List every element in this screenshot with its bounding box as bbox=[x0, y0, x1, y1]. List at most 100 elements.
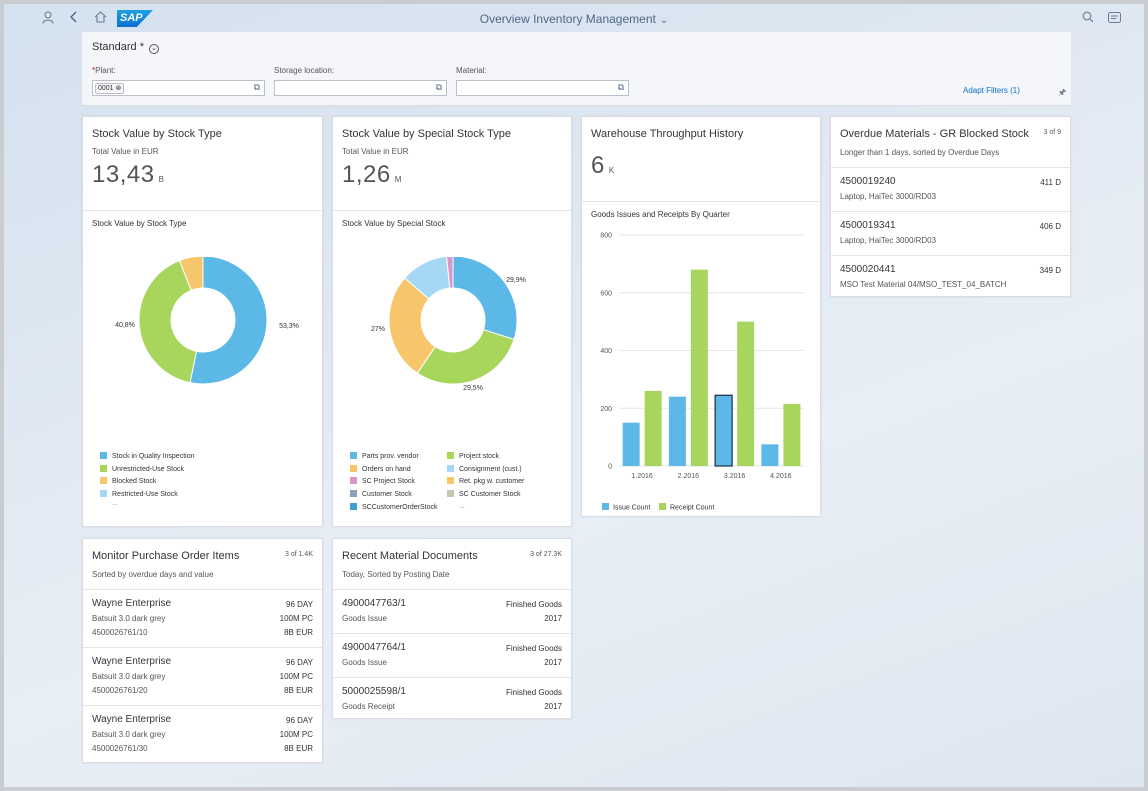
donut-slice[interactable] bbox=[446, 257, 454, 289]
po-number: 4500026761/10 bbox=[92, 628, 148, 637]
card-stock-value-by-special[interactable]: Stock Value by Special Stock Type Total … bbox=[332, 116, 572, 527]
list-item[interactable]: 4900047763/1 Finished Goods Goods Issue … bbox=[333, 589, 571, 633]
bar-chart-throughput[interactable]: 0 200 400 600 800 1.2016 2.2016 3.2016 4.2016 Iss… bbox=[582, 225, 821, 515]
legend-item[interactable]: Unrestricted-Use Stock bbox=[100, 464, 184, 473]
x-tick-label: 2.2016 bbox=[678, 473, 700, 480]
donut-slice[interactable] bbox=[404, 257, 451, 300]
document-category: Finished Goods bbox=[505, 644, 562, 653]
card-recent-material-documents[interactable]: Recent Material Documents 3 of 27.3K Tod… bbox=[332, 538, 572, 719]
divider bbox=[333, 210, 571, 211]
bar[interactable] bbox=[622, 422, 640, 466]
material-doc-id: 4500019240 bbox=[840, 176, 896, 187]
material-name: Batsuit 3.0 dark grey bbox=[92, 614, 166, 623]
search-icon[interactable] bbox=[1080, 11, 1096, 27]
legend-item[interactable]: Parts prov. vendor bbox=[350, 452, 419, 460]
donut-slice[interactable] bbox=[388, 277, 436, 374]
legend-label[interactable]: Issue Count bbox=[613, 505, 650, 512]
legend-item[interactable]: Project stock bbox=[447, 452, 499, 460]
card-stock-value-by-type[interactable]: Stock Value by Stock Type Total Value in… bbox=[82, 116, 323, 527]
list-item[interactable]: 5000025598/1 Finished Goods Goods Receip… bbox=[333, 677, 571, 718]
home-icon[interactable] bbox=[92, 11, 108, 27]
plant-token[interactable]: 0001 ⊗ bbox=[95, 83, 125, 94]
card-subtitle: Today, Sorted by Posting Date bbox=[342, 570, 450, 579]
y-tick-label: 0 bbox=[608, 464, 612, 471]
legend-item[interactable]: Ret. pkg w. customer bbox=[447, 477, 524, 485]
legend-item[interactable]: SCCustomerOrderStock bbox=[350, 502, 437, 511]
bar[interactable] bbox=[761, 444, 779, 466]
legend-more[interactable]: ... bbox=[112, 499, 118, 507]
bar[interactable] bbox=[690, 269, 708, 466]
plant-input[interactable]: 0001 ⊗ ⧉ bbox=[92, 80, 265, 96]
chevron-down-icon: ⌄ bbox=[148, 44, 159, 54]
legend-label: Orders on hand bbox=[362, 465, 411, 473]
list-item[interactable]: Wayne Enterprise 96 DAY Batsuit 3.0 dark… bbox=[83, 589, 322, 647]
bar[interactable] bbox=[737, 321, 755, 466]
list-item[interactable]: 4900047764/1 Finished Goods Goods Issue … bbox=[333, 633, 571, 677]
card-overdue-materials[interactable]: Overdue Materials - GR Blocked Stock 3 o… bbox=[830, 116, 1071, 297]
donut-slice[interactable] bbox=[178, 257, 204, 291]
plant-label: *Plant: bbox=[92, 66, 116, 75]
legend-swatch bbox=[659, 503, 666, 510]
overdue-days: 411 D bbox=[1040, 178, 1061, 187]
adapt-filters-link[interactable]: Adapt Filters (1) bbox=[963, 86, 1020, 95]
bar[interactable] bbox=[668, 396, 686, 466]
user-icon[interactable] bbox=[40, 11, 56, 27]
list-item[interactable]: 4500019240 411 D Laptop, HaiTec 3000/RD0… bbox=[831, 167, 1070, 211]
value-help-icon[interactable]: ⧉ bbox=[435, 82, 442, 92]
bar[interactable] bbox=[783, 403, 801, 466]
app-title-menu[interactable]: Overview Inventory Management ⌄ bbox=[4, 12, 1144, 26]
donut-slice[interactable] bbox=[452, 257, 518, 341]
app-title: Overview Inventory Management bbox=[479, 12, 656, 26]
donut-slice[interactable] bbox=[416, 329, 515, 385]
legend-label: Unrestricted-Use Stock bbox=[112, 465, 184, 473]
legend-item[interactable]: SC Customer Stock bbox=[447, 490, 520, 498]
card-title: Recent Material Documents bbox=[342, 550, 478, 562]
value-help-icon[interactable]: ⧉ bbox=[253, 82, 260, 92]
legend-item[interactable]: Stock in Quality Inspection bbox=[100, 452, 195, 460]
storage-location-input[interactable]: ⧉ bbox=[274, 80, 447, 96]
value-help-icon[interactable]: ⧉ bbox=[617, 82, 624, 92]
legend-swatch bbox=[350, 502, 357, 510]
legend-item[interactable]: Consignment (cust.) bbox=[447, 464, 522, 473]
filter-bar: Standard * ⌄ *Plant: 0001 ⊗ ⧉ Storage loc… bbox=[82, 32, 1071, 106]
pin-icon[interactable]: 🖈 bbox=[1058, 87, 1067, 97]
notifications-icon[interactable] bbox=[1106, 11, 1122, 27]
data-label: 40,8% bbox=[115, 322, 135, 329]
legend-label: SC Customer Stock bbox=[459, 491, 521, 499]
kpi-unit: K bbox=[608, 166, 615, 175]
item-counter: 3 of 1.4K bbox=[284, 551, 313, 558]
kpi-value: 13,43 B bbox=[92, 161, 164, 188]
legend-label[interactable]: Receipt Count bbox=[670, 505, 714, 512]
legend-item[interactable]: Orders on hand bbox=[350, 464, 411, 473]
card-title: Stock Value by Special Stock Type bbox=[342, 128, 511, 140]
legend-swatch bbox=[447, 490, 454, 498]
variant-selector[interactable]: Standard * ⌄ bbox=[92, 41, 159, 54]
donut-chart-stock-type[interactable]: 53,3%40,8%6%0% bbox=[83, 257, 323, 487]
legend-label: Parts prov. vendor bbox=[362, 453, 419, 460]
list-item[interactable]: 4500019341 406 D Laptop, HaiTec 3000/RD0… bbox=[831, 211, 1070, 255]
legend-item[interactable]: SC Project Stock bbox=[350, 477, 415, 485]
list-item[interactable]: Wayne Enterprise 96 DAY Batsuit 3.0 dark… bbox=[83, 647, 322, 705]
back-icon[interactable] bbox=[66, 11, 82, 27]
donut-chart-special-stock[interactable]: 29,9%29,5%27%12%1,6% bbox=[333, 257, 572, 487]
divider bbox=[83, 210, 322, 211]
x-tick-label: 3.2016 bbox=[724, 473, 746, 480]
remove-token-icon[interactable]: ⊗ bbox=[115, 85, 122, 92]
legend-item[interactable]: Blocked Stock bbox=[100, 477, 156, 485]
donut-slice[interactable] bbox=[189, 257, 268, 385]
movement-type: Goods Issue bbox=[342, 614, 387, 623]
list-item[interactable]: 4500020441 349 D MSO Test Material 04/MS… bbox=[831, 255, 1070, 296]
bar[interactable] bbox=[714, 394, 733, 467]
bar[interactable] bbox=[644, 390, 662, 466]
donut-slice[interactable] bbox=[138, 259, 198, 384]
kpi-unit: M bbox=[394, 175, 402, 184]
list-item[interactable]: Wayne Enterprise 96 DAY Batsuit 3.0 dark… bbox=[83, 705, 322, 762]
legend-more[interactable]: ... bbox=[459, 502, 465, 510]
legend-label: Ret. pkg w. customer bbox=[459, 478, 525, 486]
material-input[interactable]: ⧉ bbox=[456, 80, 629, 96]
legend-item[interactable]: Restricted-Use Stock bbox=[100, 490, 178, 498]
card-purchase-order-items[interactable]: Monitor Purchase Order Items 3 of 1.4K S… bbox=[82, 538, 323, 763]
legend-item[interactable]: Customer Stock bbox=[350, 490, 412, 498]
